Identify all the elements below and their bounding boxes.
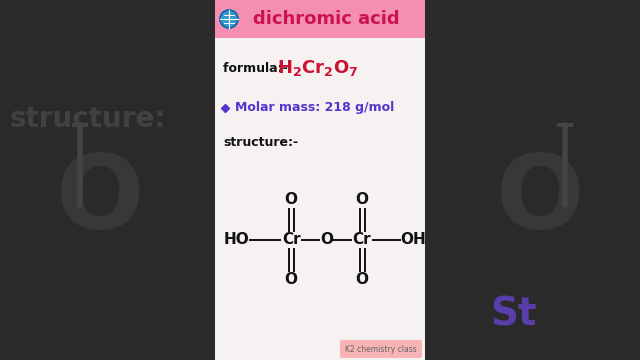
Text: Cr: Cr [282,233,301,248]
Text: formula:-: formula:- [223,62,292,75]
FancyBboxPatch shape [0,0,215,360]
Text: OH: OH [400,233,426,248]
Text: O: O [56,149,144,251]
Text: $\mathbf{H_2Cr_2O_7}$: $\mathbf{H_2Cr_2O_7}$ [277,58,358,78]
Text: St: St [490,295,536,333]
Text: Molar mass: 218 g/mol: Molar mass: 218 g/mol [235,102,394,114]
Text: O: O [355,193,368,207]
Text: O: O [496,149,584,251]
Text: O: O [285,273,298,288]
FancyBboxPatch shape [340,340,422,358]
FancyBboxPatch shape [215,0,425,38]
FancyBboxPatch shape [215,0,425,360]
Text: O: O [285,193,298,207]
Text: O: O [355,273,368,288]
Text: structure:-: structure:- [223,136,298,149]
FancyBboxPatch shape [425,0,640,360]
Text: O: O [320,233,333,248]
Text: structure:: structure: [10,105,166,133]
Text: K2 chemistry class: K2 chemistry class [345,345,417,354]
Circle shape [220,10,238,28]
Text: Cr: Cr [352,233,371,248]
Text: HO: HO [224,233,250,248]
Text: dichromic acid: dichromic acid [253,10,399,28]
